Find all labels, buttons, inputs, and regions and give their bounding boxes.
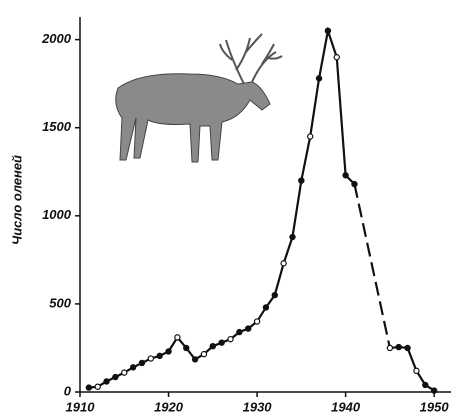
data-point	[86, 385, 91, 390]
data-point	[281, 261, 286, 266]
y-axis-label: Число оленей	[9, 155, 24, 245]
data-point	[405, 345, 410, 350]
data-point	[316, 76, 321, 81]
data-point	[263, 305, 268, 310]
data-point	[113, 374, 118, 379]
data-point	[237, 329, 242, 334]
data-point	[290, 234, 295, 239]
data-point	[387, 345, 392, 350]
data-point	[201, 352, 206, 357]
data-point	[272, 292, 277, 297]
data-point	[432, 388, 437, 393]
data-point	[192, 357, 197, 362]
data-point	[325, 28, 330, 33]
data-point	[228, 337, 233, 342]
x-tick-label: 1950	[420, 399, 450, 414]
x-tick-label: 1940	[331, 399, 361, 414]
data-point	[254, 319, 259, 324]
y-tick-label: 1000	[42, 207, 72, 222]
x-tick-label: 1920	[154, 399, 184, 414]
data-point	[184, 345, 189, 350]
data-point	[414, 368, 419, 373]
data-point	[122, 370, 127, 375]
data-point	[104, 379, 109, 384]
data-point	[131, 365, 136, 370]
x-tick-label: 1930	[243, 399, 273, 414]
y-tick-label: 0	[64, 383, 72, 398]
data-point	[139, 360, 144, 365]
x-tick-label: 1910	[66, 399, 96, 414]
reindeer-illustration	[116, 34, 282, 162]
data-point	[299, 178, 304, 183]
y-tick-label: 2000	[41, 31, 72, 46]
dashed-segment	[354, 184, 389, 348]
data-point	[343, 173, 348, 178]
data-point	[334, 55, 339, 60]
data-point	[157, 353, 162, 358]
data-point	[148, 356, 153, 361]
data-point	[308, 134, 313, 139]
y-tick-label: 500	[49, 295, 71, 310]
data-point	[423, 382, 428, 387]
y-tick-label: 1500	[42, 119, 72, 134]
data-point	[175, 335, 180, 340]
data-point	[246, 326, 251, 331]
data-point	[210, 344, 215, 349]
data-point	[166, 349, 171, 354]
chart: Число оленей 0 500 1000 1500 2000 1910 1920 193…	[0, 0, 459, 416]
data-point	[219, 340, 224, 345]
data-point	[352, 181, 357, 186]
data-point	[95, 384, 100, 389]
data-point	[396, 344, 401, 349]
